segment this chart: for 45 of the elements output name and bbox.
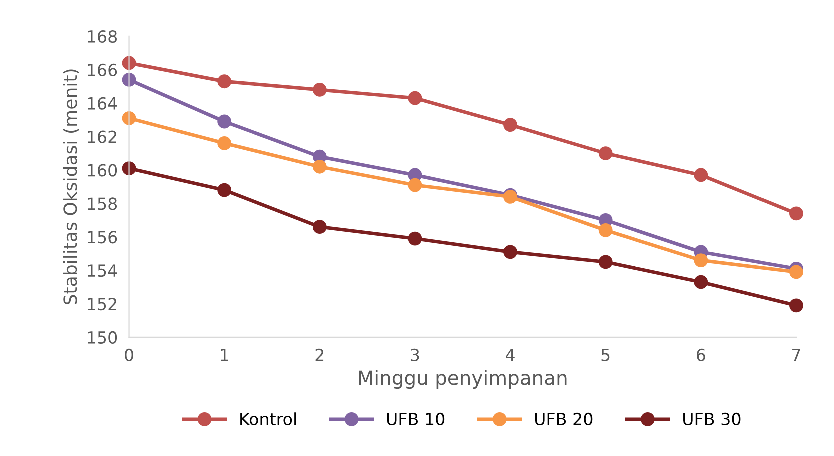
point — [598, 223, 613, 238]
y-tick-label: 156 — [88, 231, 118, 244]
y-tick-label: 158 — [88, 198, 118, 210]
point — [218, 183, 232, 198]
x-tick-label: 0 — [125, 348, 134, 362]
y-tick-label: 160 — [88, 164, 118, 177]
y-tick-label: 168 — [88, 30, 118, 44]
y-tick-label: 154 — [88, 264, 118, 278]
point — [218, 114, 232, 129]
x-tick-label: 4 — [506, 349, 515, 362]
legend-label: UFB 30 — [684, 412, 741, 426]
x-tick-label: 7 — [792, 349, 800, 362]
point — [598, 146, 613, 160]
point — [408, 232, 422, 246]
point — [694, 168, 708, 182]
point — [504, 118, 518, 132]
x-axis-title: Minggu penyimpanan — [359, 370, 567, 390]
point — [694, 254, 708, 268]
point — [408, 91, 422, 106]
x-tick-label: 5 — [602, 349, 610, 362]
point — [218, 136, 232, 150]
legend-label: UFB 10 — [387, 412, 445, 426]
point — [598, 255, 613, 270]
legend-label: Kontrol — [240, 412, 296, 426]
x-tick-label: 1 — [221, 349, 228, 362]
point — [312, 83, 327, 97]
point — [312, 220, 327, 234]
point — [218, 74, 232, 89]
y-tick-label: 150 — [88, 331, 118, 344]
y-tick-label: 152 — [88, 298, 116, 311]
y-tick-label: 164 — [88, 97, 118, 110]
point — [408, 178, 422, 192]
x-tick-label: 2 — [316, 348, 324, 362]
legend-label: UFB 20 — [535, 412, 593, 426]
point — [790, 298, 804, 313]
x-tick-label: 6 — [697, 348, 706, 362]
point — [504, 245, 518, 260]
point — [790, 206, 804, 221]
y-tick-label: 166 — [88, 64, 118, 76]
point — [312, 160, 327, 174]
point — [790, 265, 804, 280]
y-axis-title: Stabilitas Oksidasi (menit) — [63, 70, 80, 305]
y-tick-label: 162 — [88, 130, 116, 144]
point — [694, 275, 708, 290]
x-tick-label: 3 — [411, 348, 420, 362]
